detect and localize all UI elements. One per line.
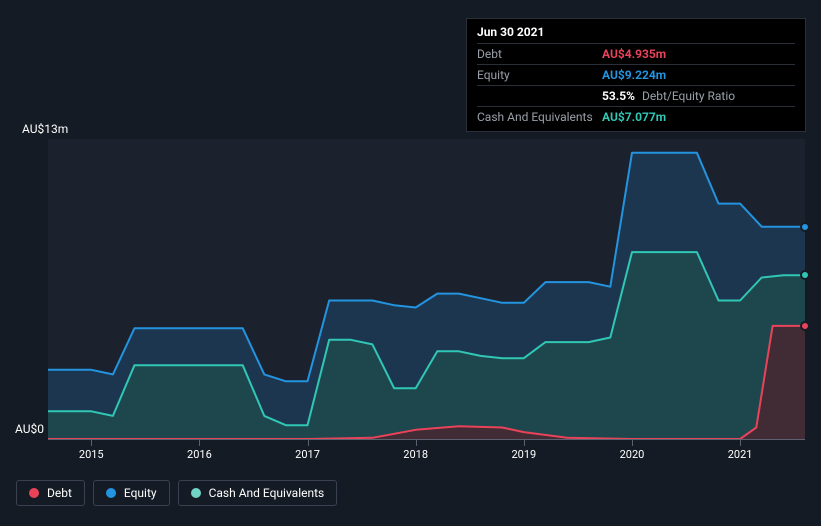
x-axis-label: 2015 <box>79 448 104 461</box>
series-end-marker <box>800 222 810 232</box>
area-chart-svg <box>48 139 805 439</box>
x-axis: 2015 2016 2017 2018 2019 2020 2021 <box>48 439 805 469</box>
legend-item[interactable]: Debt <box>16 480 85 506</box>
chart-legend: Debt Equity Cash And Equivalents <box>16 480 337 506</box>
tooltip-row-label: Debt <box>477 47 602 61</box>
x-tick <box>740 440 741 446</box>
tooltip-row-label <box>477 89 602 103</box>
x-tick <box>308 440 309 446</box>
tooltip-row-value: AU$4.935m <box>602 47 666 61</box>
legend-label: Debt <box>47 486 72 500</box>
tooltip-row: 53.5% Debt/Equity Ratio <box>477 85 795 106</box>
series-end-marker <box>800 270 810 280</box>
chart-tooltip: Jun 30 2021 DebtAU$4.935mEquityAU$9.224m… <box>466 18 806 132</box>
series-end-marker <box>800 321 810 331</box>
legend-label: Cash And Equivalents <box>209 486 325 500</box>
x-tick <box>199 440 200 446</box>
legend-label: Equity <box>124 486 157 500</box>
x-axis-label: 2021 <box>728 448 753 461</box>
tooltip-row: EquityAU$9.224m <box>477 64 795 85</box>
x-axis-label: 2017 <box>295 448 320 461</box>
tooltip-row-label: Equity <box>477 68 602 82</box>
y-axis-top-label: AU$13m <box>22 122 68 136</box>
x-tick <box>524 440 525 446</box>
legend-dot-icon <box>191 488 201 498</box>
tooltip-row: Cash And EquivalentsAU$7.077m <box>477 106 795 127</box>
legend-dot-icon <box>29 488 39 498</box>
x-axis-label: 2016 <box>187 448 212 461</box>
x-axis-label: 2019 <box>511 448 536 461</box>
x-tick <box>416 440 417 446</box>
chart-plot-area[interactable] <box>48 139 805 439</box>
legend-item[interactable]: Equity <box>93 480 170 506</box>
x-axis-label: 2020 <box>620 448 645 461</box>
legend-item[interactable]: Cash And Equivalents <box>178 480 338 506</box>
tooltip-date: Jun 30 2021 <box>477 25 795 43</box>
x-axis-label: 2018 <box>403 448 428 461</box>
legend-dot-icon <box>106 488 116 498</box>
y-axis-bottom-label: AU$0 <box>15 422 44 436</box>
x-tick <box>632 440 633 446</box>
x-tick <box>91 440 92 446</box>
tooltip-row-value: AU$7.077m <box>602 110 666 124</box>
tooltip-row-label: Cash And Equivalents <box>477 110 602 124</box>
tooltip-row: DebtAU$4.935m <box>477 43 795 64</box>
tooltip-row-value: 53.5% Debt/Equity Ratio <box>602 89 735 103</box>
tooltip-row-extra: Debt/Equity Ratio <box>639 89 735 103</box>
tooltip-row-value: AU$9.224m <box>602 68 666 82</box>
